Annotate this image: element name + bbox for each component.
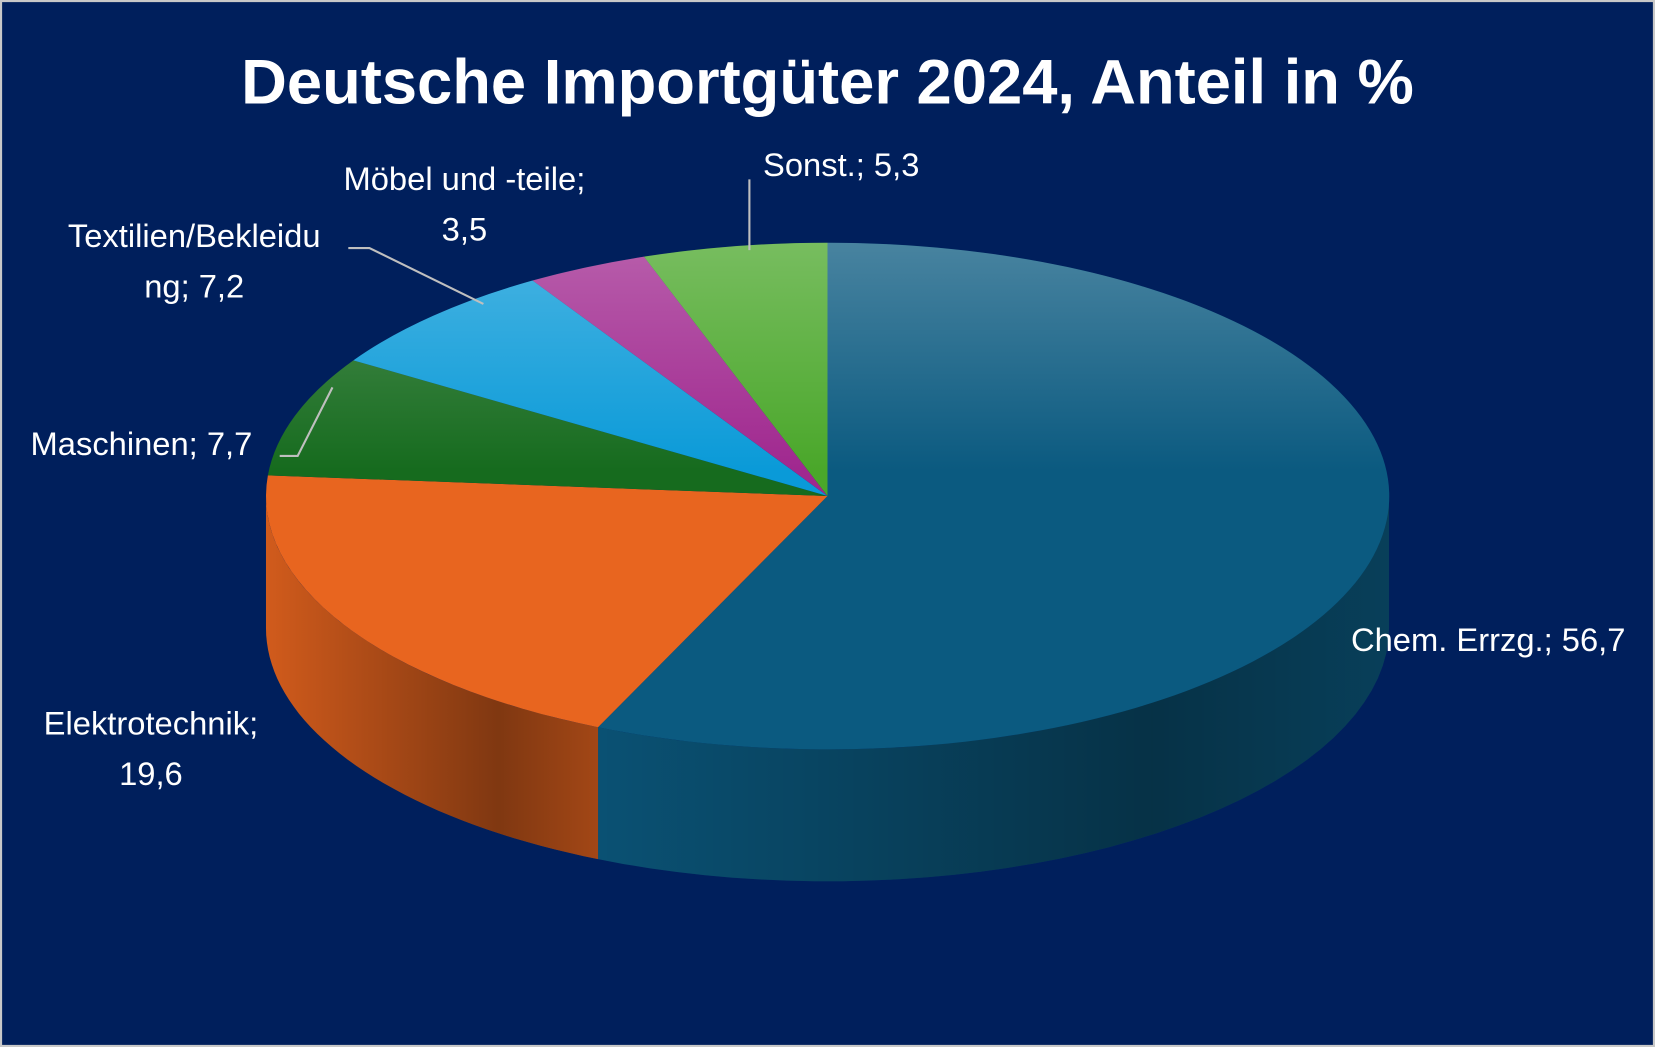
slice-side-shade-chem-errzg: [598, 496, 1390, 882]
slice-side-shade-elektrotechnik: [265, 496, 599, 860]
data-label-sonst: Sonst.; 5,3: [763, 146, 919, 183]
data-label-moebel: Möbel und -teile; 3,5: [344, 160, 586, 248]
chart-title: Deutsche Importgüter 2024, Anteil in %: [241, 47, 1414, 117]
leader-line-maschinen: [279, 386, 334, 458]
data-label-maschinen: Maschinen; 7,7: [31, 425, 253, 462]
data-label-textilien: Textilien/Bekleidu ng; 7,2: [68, 217, 321, 305]
leader-line-textilien: [348, 246, 484, 305]
data-label-chem: Chem. Errzg.; 56,7: [1351, 621, 1625, 658]
data-label-elektrotechnik: Elektrotechnik; 19,6: [44, 705, 259, 793]
pie-highlight: [265, 242, 1390, 750]
